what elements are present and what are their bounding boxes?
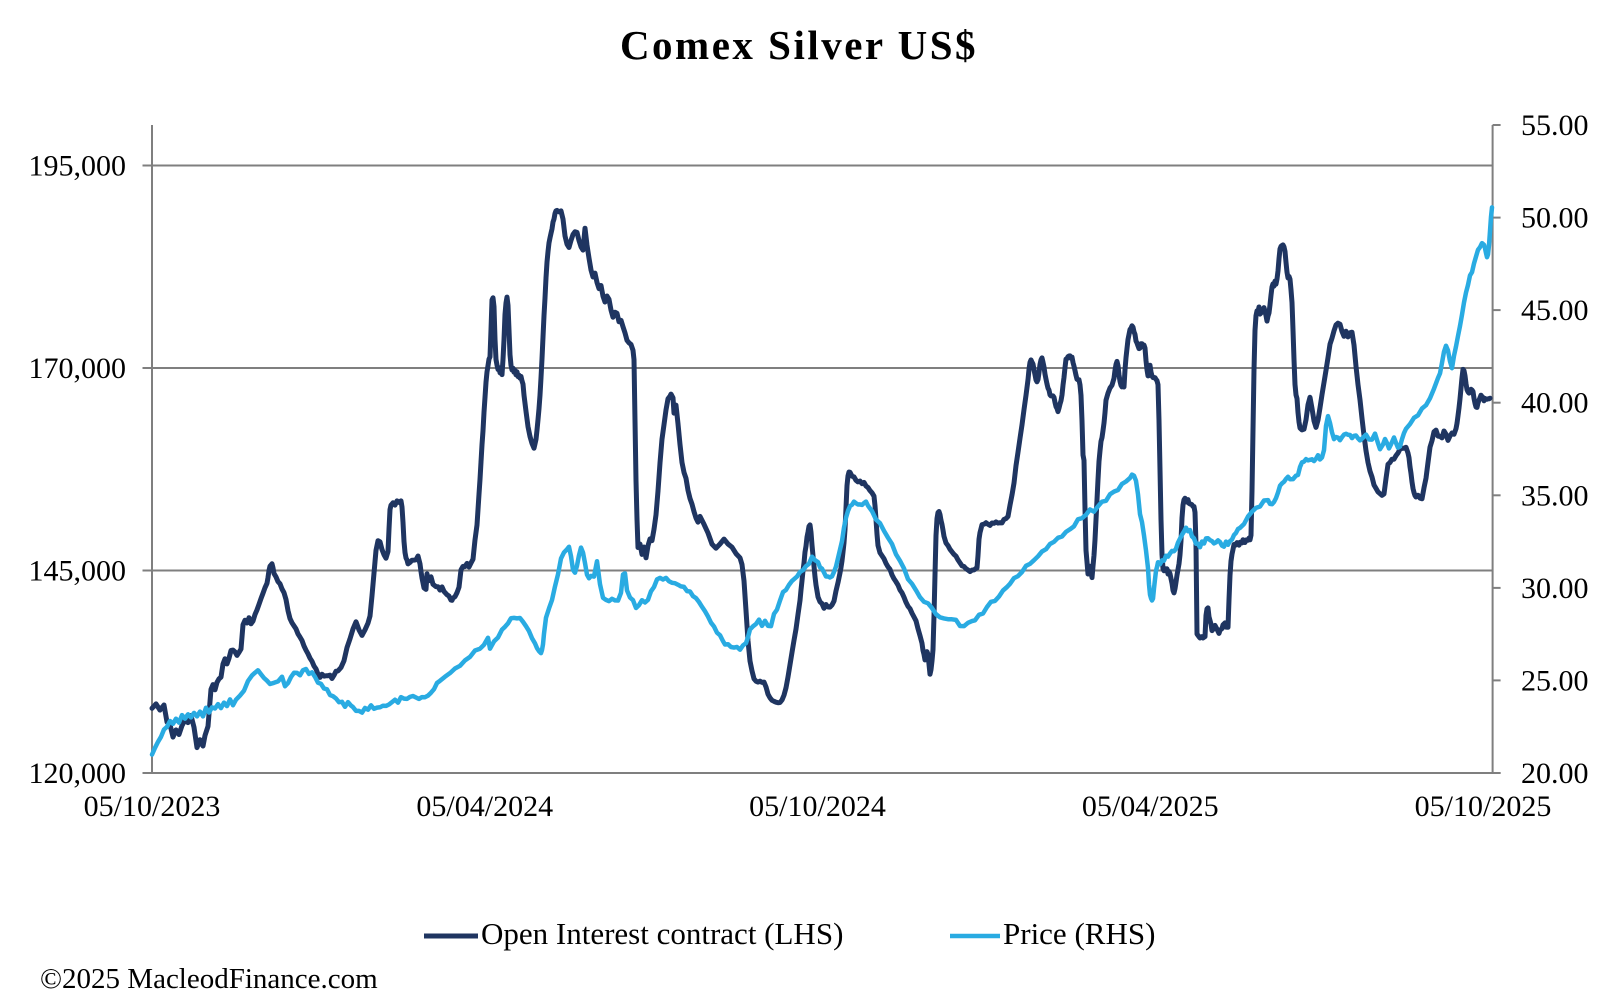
svg-text:20.00: 20.00 [1521,757,1589,790]
svg-text:05/10/2025: 05/10/2025 [1415,790,1552,823]
svg-text:Comex Silver US$: Comex Silver US$ [620,22,978,68]
svg-text:35.00: 35.00 [1521,479,1589,512]
svg-text:55.00: 55.00 [1521,109,1589,142]
svg-text:50.00: 50.00 [1521,202,1589,235]
svg-text:195,000: 195,000 [29,150,127,183]
svg-text:25.00: 25.00 [1521,664,1589,697]
svg-text:40.00: 40.00 [1521,387,1589,420]
svg-text:Price (RHS): Price (RHS) [1003,916,1155,951]
svg-text:30.00: 30.00 [1521,572,1589,605]
svg-text:Open Interest contract (LHS): Open Interest contract (LHS) [481,916,843,951]
svg-text:145,000: 145,000 [29,555,127,588]
svg-text:05/04/2025: 05/04/2025 [1082,790,1219,823]
svg-text:45.00: 45.00 [1521,294,1589,327]
svg-text:©2025 MacleodFinance.com: ©2025 MacleodFinance.com [40,963,378,995]
svg-text:05/04/2024: 05/04/2024 [416,790,553,823]
svg-text:05/10/2023: 05/10/2023 [84,790,221,823]
svg-text:170,000: 170,000 [29,352,127,385]
svg-text:120,000: 120,000 [29,757,127,790]
svg-text:05/10/2024: 05/10/2024 [749,790,886,823]
